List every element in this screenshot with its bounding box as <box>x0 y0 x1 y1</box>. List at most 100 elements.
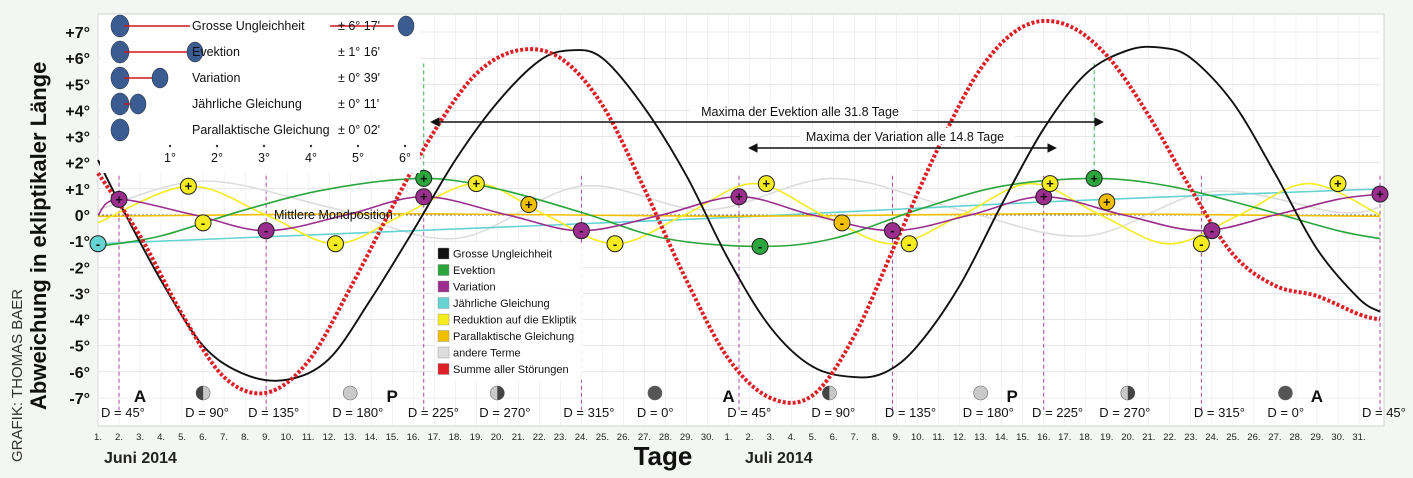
legend-label: Variation <box>453 282 496 294</box>
x-tick-label: 20. <box>1121 432 1134 443</box>
marker-sign: - <box>1210 223 1214 238</box>
marker-circle <box>1192 235 1210 253</box>
marker-sign: - <box>579 223 583 238</box>
elongation-label: D = 315° <box>1194 405 1245 420</box>
inset-moon-icon <box>186 41 204 63</box>
variation-label-bg <box>800 128 1015 144</box>
marker-sign: + <box>115 192 123 207</box>
marker-sign: - <box>201 215 205 230</box>
x-tick-label: 10. <box>911 432 924 443</box>
marker-circle <box>1098 193 1116 211</box>
marker-circle <box>572 222 590 240</box>
x-tick-label: 6. <box>199 432 207 443</box>
marker-sign: + <box>472 176 480 191</box>
y-tick-label: +4° <box>65 103 90 120</box>
series-line-andere-terme <box>97 177 1381 240</box>
inset-scale-label: 5° <box>352 151 364 165</box>
legend-label: Evektion <box>453 265 495 277</box>
x-tick-label: 18. <box>449 432 462 443</box>
marker-sign: - <box>890 223 894 238</box>
legend-label: Parallaktische Gleichung <box>453 331 574 343</box>
x-tick-label: 16. <box>407 432 420 443</box>
axis-ticks: +7°+6°+5°+4°+3°+2°+1°0°-1°-2°-3°-4°-5°-6… <box>65 25 1406 443</box>
x-tick-label: 4. <box>157 432 165 443</box>
moon-shadow <box>822 386 830 400</box>
marker-minus: - <box>1192 235 1210 253</box>
marker-minus: - <box>1203 222 1221 240</box>
y-tick-label: +6° <box>65 51 90 68</box>
x-tick-label: 8. <box>241 432 249 443</box>
x-tick-label: 25. <box>596 432 609 443</box>
moon-shadow <box>497 386 505 400</box>
elongation-label: D = 180° <box>332 405 383 420</box>
mean-position-annotation: Mittlere Mondposition <box>274 208 393 222</box>
marker-plus: + <box>1371 185 1389 203</box>
x-tick-label: 14. <box>995 432 1008 443</box>
moon-disc <box>342 385 358 401</box>
evection-label-bg <box>690 103 912 119</box>
inset-scale-dot <box>215 144 219 148</box>
inset-moon-icon <box>129 93 147 115</box>
x-tick-label: 3. <box>767 432 775 443</box>
marker-sign: - <box>1199 236 1203 251</box>
x-tick-label: 26. <box>617 432 630 443</box>
inset-scale-label: 4° <box>305 151 317 165</box>
marker-circle <box>883 222 901 240</box>
evection-maxima-annotation: Maxima der Evektion alle 31.8 Tage <box>430 103 1104 127</box>
elongation-label: D = 135° <box>885 405 936 420</box>
marker-circle <box>179 177 197 195</box>
marker-sign: + <box>185 179 193 194</box>
series-line-grosse-ungleichheit <box>97 45 1381 382</box>
y-tick-label: +3° <box>65 130 90 147</box>
legend-bg <box>435 244 583 380</box>
marker-minus: - <box>833 214 851 232</box>
marker-plus: + <box>110 190 128 208</box>
x-tick-label: 21. <box>1142 432 1155 443</box>
x-tick-label: 15. <box>386 432 399 443</box>
marker-sign: + <box>525 197 533 212</box>
inset-name-bg <box>190 17 330 31</box>
legend-swatch <box>437 330 450 342</box>
marker-sign: - <box>840 215 844 230</box>
markers: -++---++++--+-+---++ ++--++ <box>89 169 1389 255</box>
marker-sign: - <box>96 236 100 251</box>
marker-minus: - <box>751 237 769 255</box>
moon-phase-icon <box>195 385 211 401</box>
marker-circle <box>1371 185 1389 203</box>
marker-minus: - <box>326 235 344 253</box>
legend-label: Jährliche Gleichung <box>453 298 550 310</box>
series-lines <box>96 18 1381 405</box>
y-tick-label: +7° <box>65 25 90 42</box>
marker-minus: - <box>89 235 107 253</box>
marker-sign: - <box>613 236 617 251</box>
legend-swatch <box>437 280 450 293</box>
moon-shadow <box>196 386 204 400</box>
x-tick-label: 12. <box>953 432 966 443</box>
elongation-label: D = 135° <box>248 405 299 420</box>
x-tick-label: 7. <box>851 432 859 443</box>
inset-scale-label: 3° <box>258 151 270 165</box>
inset-scale-dot <box>262 144 266 148</box>
marker-sign: + <box>1334 176 1342 191</box>
elongation-label: D = 270° <box>479 405 530 420</box>
y-tick-label: -1° <box>69 234 90 251</box>
marker-sign: - <box>264 223 268 238</box>
marker-plus: + <box>1098 193 1116 211</box>
inset-moon-icon <box>110 118 130 142</box>
x-tick-label: 3. <box>136 432 144 443</box>
marker-plus: + <box>730 188 748 206</box>
inset-inequality-name: Grosse Ungleichheit <box>192 19 305 33</box>
moon-phase-icon <box>490 385 505 401</box>
marker-sign: + <box>763 176 771 191</box>
marker-sign: + <box>1103 194 1111 209</box>
x-tick-label: 22. <box>1163 432 1176 443</box>
y-tick-label: -6° <box>69 365 90 382</box>
marker-circle <box>520 196 538 214</box>
x-tick-label: 13. <box>344 432 357 443</box>
elongation-label: D = 180° <box>963 405 1014 420</box>
marker-circle <box>415 169 433 187</box>
x-tick-label: 28. <box>659 432 672 443</box>
inset-inequality-name: Evektion <box>192 45 240 59</box>
legend-label: Summe aller Störungen <box>453 364 569 376</box>
